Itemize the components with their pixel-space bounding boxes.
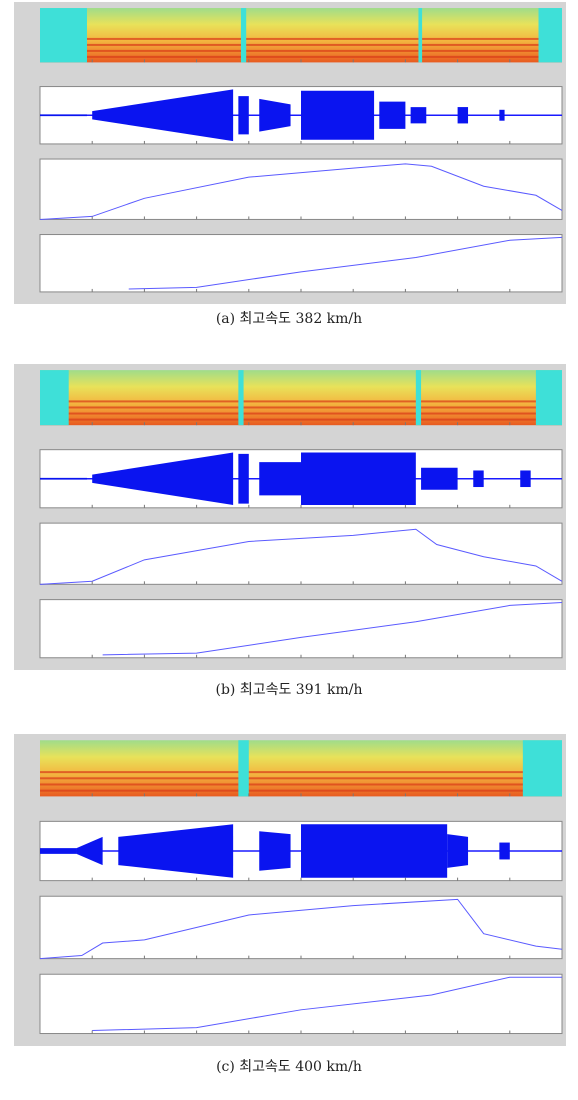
axes bbox=[40, 523, 562, 584]
spectrogram-band bbox=[40, 50, 562, 52]
axes bbox=[40, 896, 562, 958]
waveform bbox=[238, 454, 248, 504]
spectrogram-band bbox=[40, 783, 562, 785]
waveform bbox=[301, 91, 374, 140]
waveform bbox=[473, 470, 483, 487]
waveform bbox=[40, 848, 77, 854]
spectrogram-band bbox=[40, 44, 562, 46]
spectrogram-band bbox=[40, 790, 562, 792]
figure-panel bbox=[14, 734, 566, 1046]
waveform bbox=[259, 831, 290, 870]
spectrogram-band bbox=[40, 419, 562, 421]
spectrogram-band bbox=[40, 413, 562, 415]
spectrogram-gap bbox=[418, 8, 422, 62]
spectrogram-band bbox=[40, 400, 562, 402]
waveform bbox=[421, 468, 458, 490]
axes bbox=[40, 600, 562, 658]
figure-panel bbox=[14, 364, 566, 670]
waveform bbox=[301, 453, 416, 505]
spectrogram-gap bbox=[539, 8, 562, 62]
waveform bbox=[379, 102, 405, 129]
waveform bbox=[301, 824, 447, 878]
waveform bbox=[411, 107, 427, 123]
caption: (c) 최고속도 400 km/h bbox=[216, 1059, 362, 1075]
axes bbox=[40, 235, 562, 292]
waveform bbox=[40, 478, 87, 480]
spectrogram-gap bbox=[238, 740, 248, 796]
page: (a) 최고속도 382 km/h (b) 최고속도 391 km/h (c) … bbox=[0, 0, 578, 1100]
waveform bbox=[499, 110, 504, 121]
spectrogram bbox=[40, 740, 562, 796]
waveform bbox=[499, 843, 509, 860]
waveform bbox=[40, 114, 87, 116]
spectrogram-band bbox=[40, 56, 562, 58]
spectrogram-gap bbox=[40, 370, 69, 425]
waveform bbox=[520, 470, 530, 487]
spectrogram-band bbox=[40, 38, 562, 40]
caption: (a) 최고속도 382 km/h bbox=[216, 311, 362, 327]
spectrogram-gap bbox=[536, 370, 562, 425]
spectrogram-band bbox=[40, 771, 562, 773]
waveform bbox=[238, 96, 248, 134]
spectrogram-gap bbox=[40, 8, 87, 62]
spectrogram-gap bbox=[416, 370, 421, 425]
spectrogram bbox=[40, 8, 562, 62]
caption: (b) 최고속도 391 km/h bbox=[216, 682, 363, 698]
waveform bbox=[458, 107, 468, 123]
spectrogram-gap bbox=[238, 370, 243, 425]
waveform bbox=[447, 834, 468, 868]
waveform bbox=[259, 99, 290, 132]
spectrogram-gap bbox=[241, 8, 246, 62]
spectrogram-gap bbox=[523, 740, 562, 796]
figure: (a) 최고속도 382 km/h (b) 최고속도 391 km/h (c) … bbox=[0, 0, 578, 1100]
waveform bbox=[259, 462, 301, 495]
spectrogram-band bbox=[40, 406, 562, 408]
spectrogram-band bbox=[40, 777, 562, 779]
spectrogram bbox=[40, 370, 562, 425]
axes bbox=[40, 159, 562, 219]
figure-panel bbox=[14, 2, 566, 304]
